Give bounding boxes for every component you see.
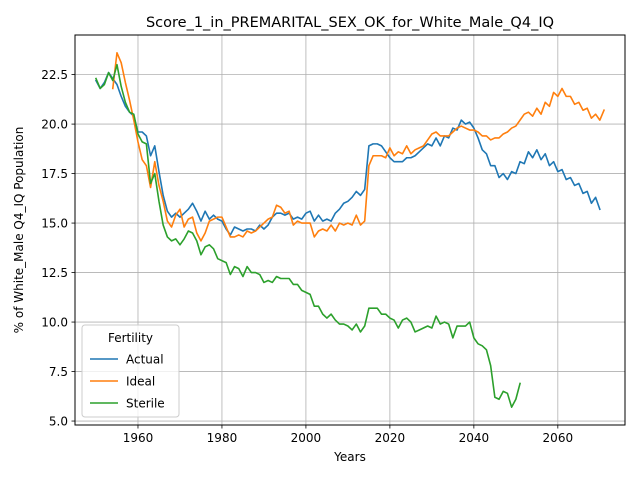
chart-title: Score_1_in_PREMARITAL_SEX_OK_for_White_M… — [146, 15, 554, 31]
legend-title: Fertility — [108, 331, 153, 345]
legend-items: Actual Ideal Sterile — [90, 353, 165, 411]
x-tick-label: 2060 — [543, 431, 574, 445]
x-tick-label: 2000 — [291, 431, 322, 445]
legend-label-sterile: Sterile — [126, 397, 165, 411]
x-tick-label: 1960 — [123, 431, 154, 445]
plot-frame — [74, 34, 626, 426]
legend-label-actual: Actual — [126, 353, 164, 367]
y-tick-label: 5.0 — [49, 415, 68, 429]
y-tick-label: 17.5 — [41, 167, 68, 181]
series-line-ideal — [111, 52, 606, 242]
grid-lines — [75, 35, 625, 425]
y-tick-label: 22.5 — [41, 68, 68, 82]
y-tick-label: 7.5 — [49, 365, 68, 379]
legend: Fertility Actual Ideal Sterile — [81, 324, 180, 418]
y-tick-label: 20.0 — [41, 118, 68, 132]
y-axis-ticks: 5.0 7.5 10.0 12.5 15.0 17.5 20.0 22.5 — [41, 68, 75, 429]
x-axis-ticks: 1960 1980 2000 2020 2040 2060 — [123, 425, 573, 445]
legend-box — [81, 324, 180, 418]
series-layer — [94, 52, 606, 408]
y-axis-label: % of White_Male Q4_IQ Population — [12, 127, 26, 334]
y-tick-label: 10.0 — [41, 316, 68, 330]
series-line-sterile — [94, 63, 522, 408]
y-tick-label: 15.0 — [41, 217, 68, 231]
series-line-actual — [94, 71, 601, 236]
legend-label-ideal: Ideal — [126, 375, 155, 389]
x-axis-label: Years — [333, 450, 366, 464]
y-tick-label: 12.5 — [41, 266, 68, 280]
x-tick-label: 1980 — [207, 431, 238, 445]
x-tick-label: 2020 — [375, 431, 406, 445]
x-tick-label: 2040 — [459, 431, 490, 445]
